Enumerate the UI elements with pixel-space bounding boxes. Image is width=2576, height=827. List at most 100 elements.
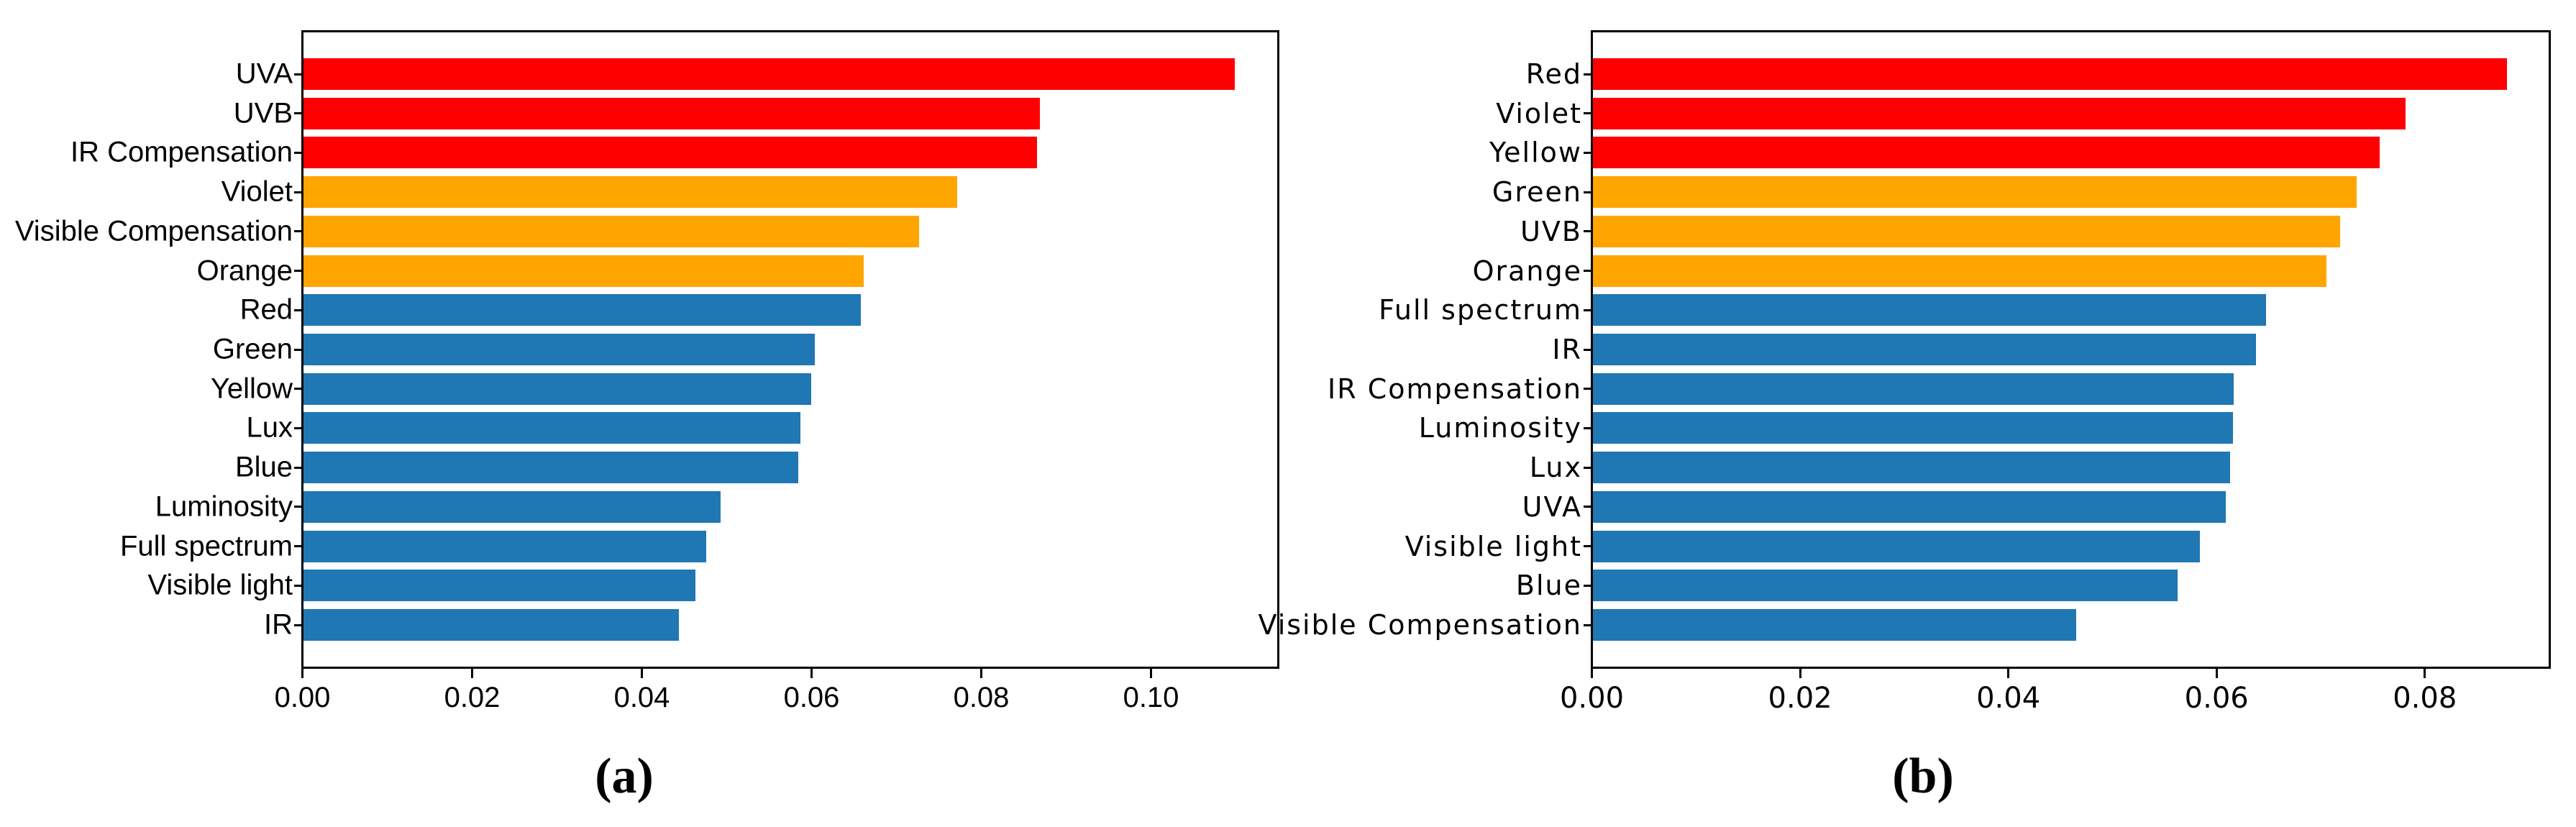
bar-blue bbox=[303, 452, 798, 484]
x-tick-label: 0.02 bbox=[444, 682, 501, 713]
category-label-lux: Lux bbox=[1529, 452, 1582, 484]
x-tick-mark bbox=[2007, 669, 2010, 678]
x-tick-label: 0.04 bbox=[1976, 682, 2041, 715]
y-tick-mark bbox=[1584, 388, 1591, 390]
bar-orange bbox=[1593, 255, 2326, 287]
category-label-lux: Lux bbox=[246, 411, 293, 444]
bar-orange bbox=[303, 255, 864, 287]
y-tick-mark bbox=[1584, 73, 1591, 76]
category-label-orange: Orange bbox=[1472, 255, 1582, 287]
x-tick-mark bbox=[1591, 669, 1593, 678]
y-tick-mark bbox=[1584, 545, 1591, 548]
x-tick-label: 0.04 bbox=[613, 682, 670, 713]
y-tick-mark bbox=[294, 506, 301, 508]
y-tick-mark bbox=[294, 112, 301, 115]
bar-violet bbox=[303, 176, 957, 209]
y-tick-mark bbox=[294, 73, 301, 76]
category-label-green: Green bbox=[212, 333, 293, 365]
category-label-yellow: Yellow bbox=[1489, 137, 1582, 169]
y-tick-mark bbox=[294, 309, 301, 311]
category-label-visible-light: Visible light bbox=[1405, 530, 1582, 562]
category-label-yellow: Yellow bbox=[210, 373, 293, 405]
bar-lux bbox=[303, 412, 800, 444]
y-tick-mark bbox=[1584, 348, 1591, 351]
x-tick-mark bbox=[2215, 669, 2218, 678]
category-label-blue: Blue bbox=[234, 451, 293, 483]
bar-violet bbox=[1593, 97, 2406, 129]
bar-full-spectrum bbox=[303, 530, 706, 562]
bar-visible-compensation bbox=[1593, 609, 2076, 641]
y-tick-mark bbox=[1584, 309, 1591, 311]
panel-caption-a: (a) bbox=[595, 749, 654, 804]
y-tick-mark bbox=[1584, 191, 1591, 193]
y-tick-mark bbox=[294, 466, 301, 469]
category-label-visible-compensation: Visible Compensation bbox=[14, 215, 293, 247]
x-tick-label: 0.10 bbox=[1123, 682, 1179, 713]
y-tick-mark bbox=[294, 191, 301, 193]
category-label-uvb: UVB bbox=[233, 97, 293, 129]
bar-ir bbox=[303, 609, 679, 641]
y-tick-mark bbox=[294, 270, 301, 273]
x-tick-label: 0.08 bbox=[953, 682, 1010, 713]
y-tick-mark bbox=[294, 545, 301, 548]
x-tick-mark bbox=[1799, 669, 1801, 678]
bar-blue bbox=[1593, 570, 2178, 602]
y-tick-mark bbox=[294, 584, 301, 587]
x-tick-mark bbox=[471, 669, 473, 678]
y-tick-mark bbox=[294, 230, 301, 233]
bar-visible-light bbox=[1593, 530, 2200, 562]
x-tick-mark bbox=[980, 669, 982, 678]
category-label-orange: Orange bbox=[196, 255, 293, 287]
y-tick-mark bbox=[1584, 506, 1591, 508]
y-tick-mark bbox=[294, 388, 301, 390]
y-tick-mark bbox=[1584, 584, 1591, 587]
category-label-violet: Violet bbox=[1496, 97, 1582, 129]
x-tick-label: 0.06 bbox=[783, 682, 840, 713]
bar-luminosity bbox=[1593, 412, 2233, 444]
panel-caption-b: (b) bbox=[1892, 749, 1954, 804]
category-label-ir: IR bbox=[1552, 334, 1582, 365]
category-label-ir-compensation: IR Compensation bbox=[1328, 373, 1582, 405]
category-label-violet: Violet bbox=[221, 175, 293, 208]
x-tick-mark bbox=[301, 669, 303, 678]
bar-uvb bbox=[303, 97, 1040, 129]
y-tick-mark bbox=[1584, 426, 1591, 429]
category-label-green: Green bbox=[1492, 176, 1582, 209]
y-tick-mark bbox=[1584, 230, 1591, 233]
category-label-ir-compensation: IR Compensation bbox=[70, 136, 293, 168]
bar-full-spectrum bbox=[1593, 294, 2266, 326]
category-label-luminosity: Luminosity bbox=[1418, 412, 1582, 444]
y-tick-mark bbox=[294, 151, 301, 154]
bar-yellow bbox=[303, 373, 811, 405]
category-label-red: Red bbox=[239, 293, 293, 326]
bar-red bbox=[303, 294, 861, 326]
y-tick-mark bbox=[294, 623, 301, 626]
y-tick-mark bbox=[1584, 112, 1591, 115]
bar-green bbox=[303, 334, 815, 365]
y-tick-mark bbox=[1584, 270, 1591, 273]
category-label-full-spectrum: Full spectrum bbox=[119, 530, 293, 562]
x-tick-label: 0.00 bbox=[274, 682, 331, 713]
category-label-blue: Blue bbox=[1515, 570, 1582, 602]
x-tick-label: 0.00 bbox=[1559, 682, 1625, 715]
x-tick-mark bbox=[641, 669, 643, 678]
category-label-uvb: UVB bbox=[1520, 215, 1582, 247]
y-tick-mark bbox=[294, 426, 301, 429]
y-tick-mark bbox=[294, 348, 301, 351]
y-tick-mark bbox=[1584, 623, 1591, 626]
bar-ir-compensation bbox=[303, 137, 1037, 169]
bar-visible-compensation bbox=[303, 215, 919, 247]
category-label-ir: IR bbox=[264, 608, 293, 641]
category-label-luminosity: Luminosity bbox=[155, 490, 293, 523]
x-tick-mark bbox=[1150, 669, 1152, 678]
x-tick-mark bbox=[810, 669, 813, 678]
bar-green bbox=[1593, 176, 2357, 209]
bar-uvb bbox=[1593, 215, 2340, 247]
x-tick-label: 0.06 bbox=[2184, 682, 2249, 715]
x-tick-mark bbox=[2424, 669, 2426, 678]
category-label-uva: UVA bbox=[235, 58, 293, 90]
category-label-uva: UVA bbox=[1522, 490, 1582, 523]
bar-visible-light bbox=[303, 570, 695, 602]
